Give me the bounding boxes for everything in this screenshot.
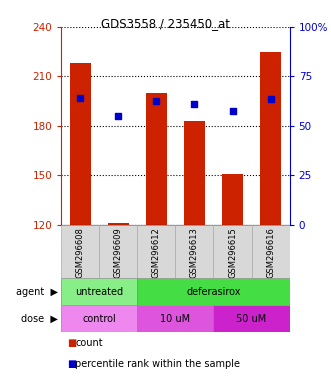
Bar (99, 225, 137, 278)
Bar (260, 51, 281, 225)
Text: GDS3558 / 235450_at: GDS3558 / 235450_at (101, 17, 230, 30)
Bar (213, 225, 252, 278)
Point (77, 95, 83, 101)
Point (116, 113, 121, 119)
Bar (137, 305, 213, 332)
Bar (184, 121, 205, 225)
Bar (61, 225, 99, 278)
Text: agent  ▶: agent ▶ (16, 287, 58, 297)
Text: GSM296613: GSM296613 (190, 227, 199, 278)
Text: 50 uM: 50 uM (236, 314, 267, 324)
Text: deferasirox: deferasirox (186, 287, 241, 297)
Bar (70, 63, 91, 225)
Text: ■: ■ (67, 359, 76, 369)
Point (268, 96, 273, 103)
Bar (213, 305, 290, 332)
Bar (137, 225, 175, 278)
Text: dose  ▶: dose ▶ (21, 314, 58, 324)
Bar (61, 305, 137, 332)
Bar (61, 278, 137, 305)
Text: GSM296608: GSM296608 (76, 227, 85, 278)
Text: GSM296616: GSM296616 (266, 227, 275, 278)
Point (230, 108, 235, 114)
Bar (252, 225, 290, 278)
Bar (108, 223, 129, 225)
Point (154, 98, 159, 104)
Text: control: control (82, 314, 116, 324)
Text: percentile rank within the sample: percentile rank within the sample (75, 359, 240, 369)
Bar (137, 278, 290, 305)
Text: ■: ■ (67, 338, 76, 348)
Point (192, 101, 197, 108)
Text: count: count (75, 338, 103, 348)
Text: GSM296615: GSM296615 (228, 227, 237, 278)
Text: untreated: untreated (75, 287, 123, 297)
Text: GSM296612: GSM296612 (152, 227, 161, 278)
Text: GSM296609: GSM296609 (114, 227, 123, 278)
Bar (175, 225, 213, 278)
Text: 10 uM: 10 uM (160, 314, 191, 324)
Bar (222, 174, 243, 225)
Bar (146, 93, 167, 225)
